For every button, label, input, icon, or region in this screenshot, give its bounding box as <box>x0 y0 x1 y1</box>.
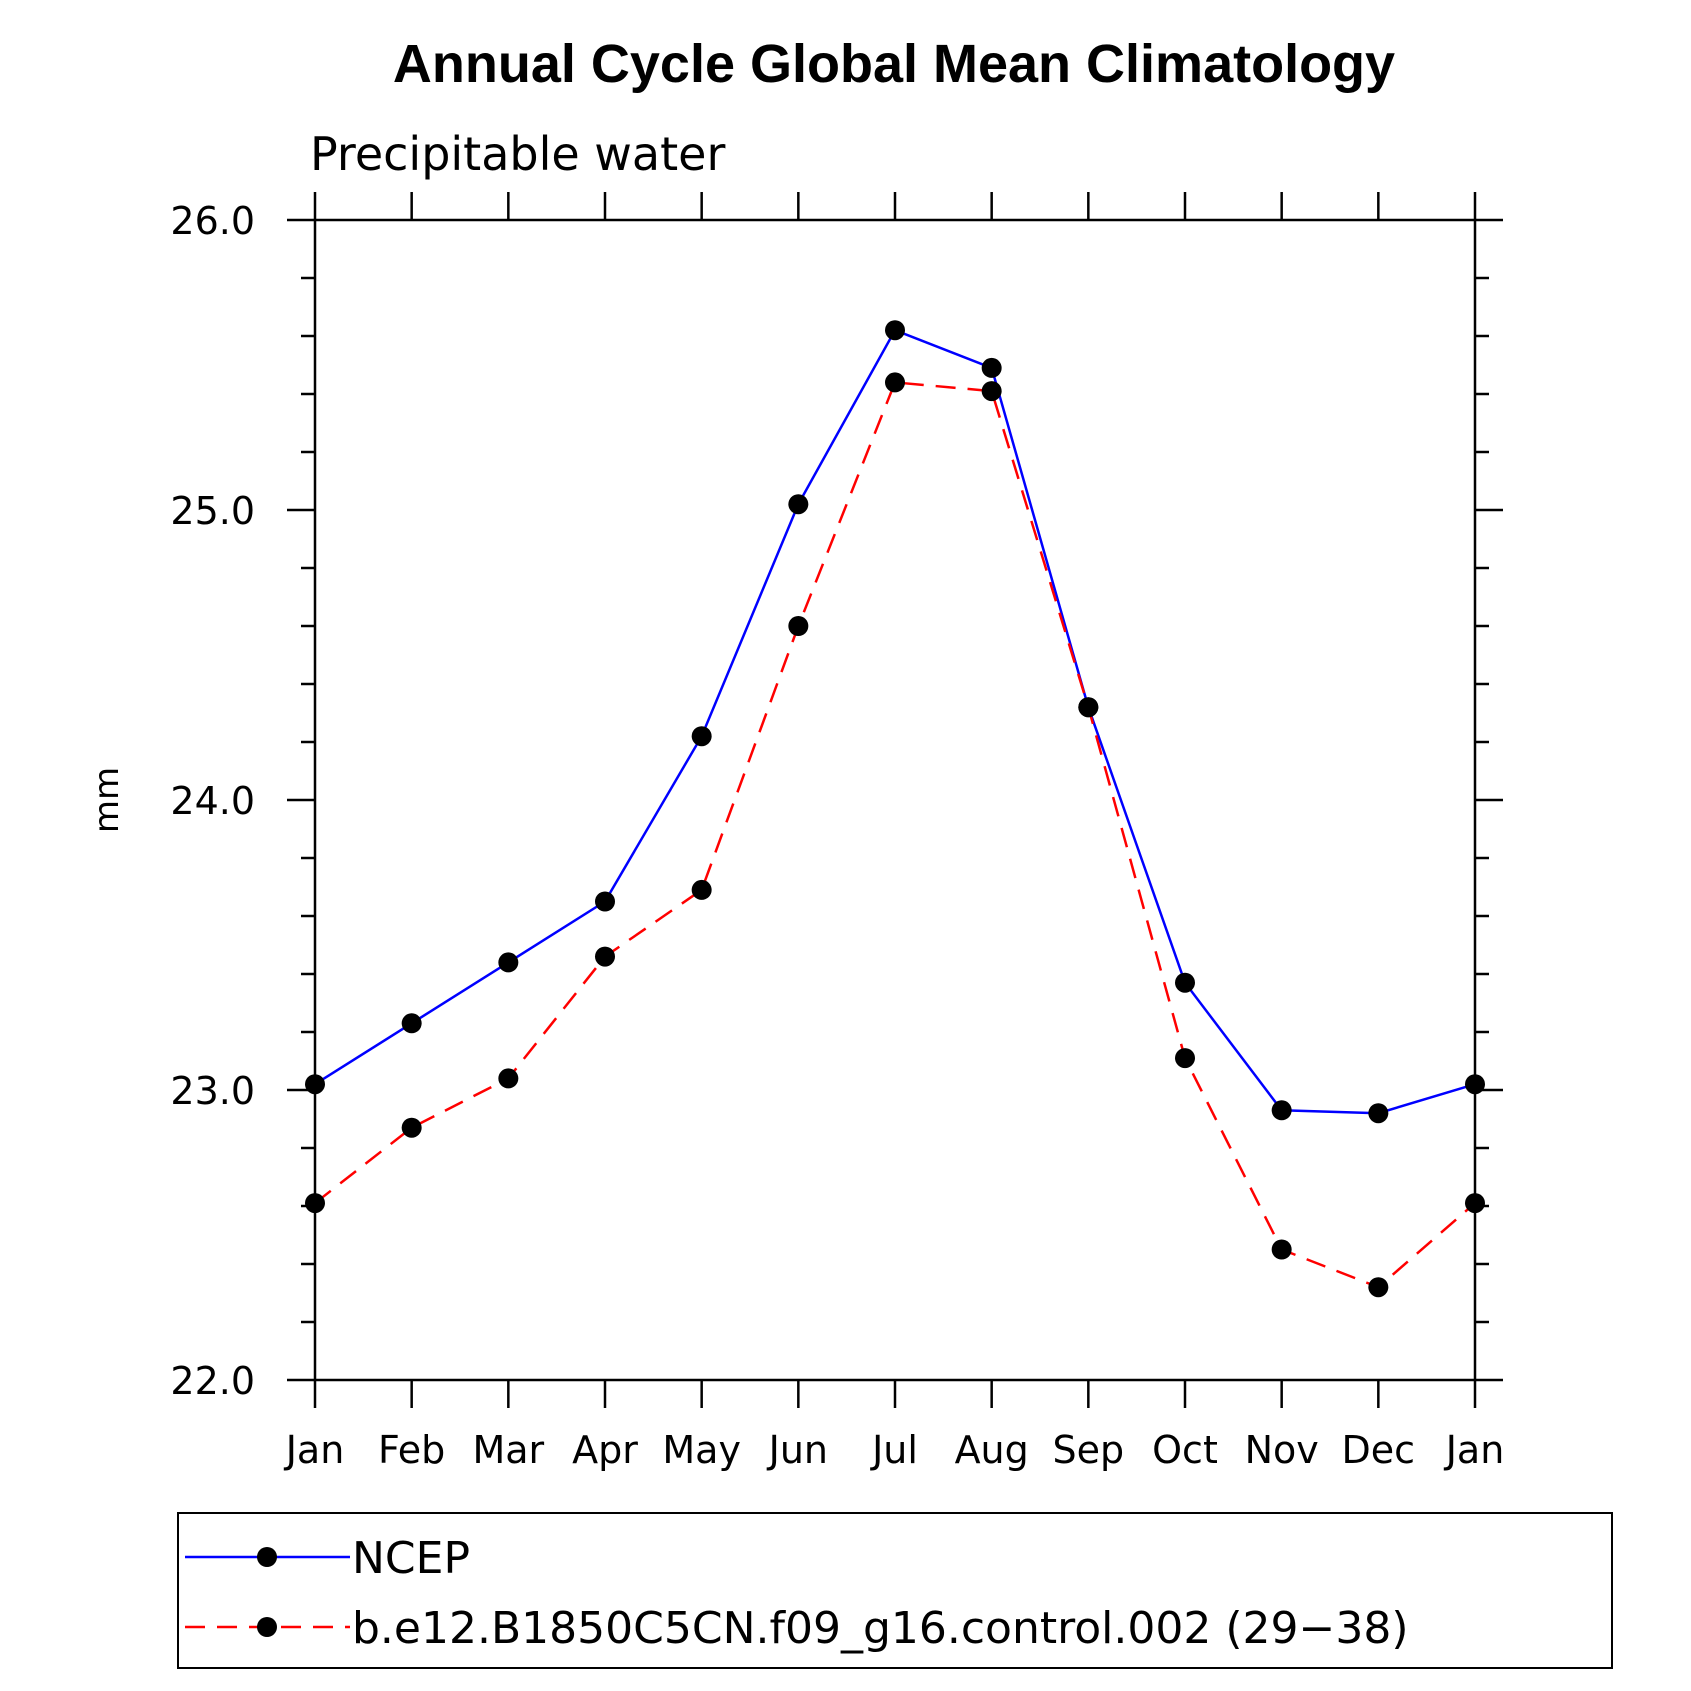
x-tick-label: May <box>662 1428 741 1472</box>
series-1-point <box>1175 1048 1195 1069</box>
chart-title: Annual Cycle Global Mean Climatology <box>393 34 1395 94</box>
x-tick-label: Mar <box>472 1428 544 1472</box>
y-tick-label: 24.0 <box>170 779 255 823</box>
series-1-point <box>1271 1239 1292 1260</box>
series-layer <box>305 320 1485 1298</box>
x-tick-label: Aug <box>955 1428 1029 1472</box>
tick-marks <box>287 192 1503 1408</box>
chart-subtitle: Precipitable water <box>310 127 725 181</box>
x-tick-label: Nov <box>1245 1428 1319 1472</box>
y-tick-label: 22.0 <box>170 1359 255 1403</box>
series-0-point <box>305 1074 325 1095</box>
series-0-point <box>1368 1103 1389 1124</box>
legend-label-model: b.e12.B1850C5CN.f09_g16.control.002 (29−… <box>352 1603 1409 1654</box>
series-1-point <box>788 616 809 636</box>
series-1-point <box>498 1068 519 1089</box>
series-1-point <box>595 946 615 967</box>
y-tick-label: 26.0 <box>170 199 255 243</box>
series-0-point <box>498 952 519 973</box>
series-1-point <box>1465 1193 1485 1214</box>
series-0-point <box>691 726 712 747</box>
y-tick-label: 25.0 <box>170 489 255 533</box>
x-tick-label: Jun <box>767 1428 828 1472</box>
x-tick-label: Dec <box>1342 1428 1416 1472</box>
series-1-point <box>885 372 905 393</box>
series-1-point <box>1368 1277 1389 1298</box>
y-tick-label: 23.0 <box>170 1069 255 1113</box>
series-0-point <box>1271 1100 1292 1121</box>
series-0-point <box>788 494 809 515</box>
series-line-0 <box>314 328 1476 1115</box>
plot-frame <box>313 218 1477 1382</box>
x-tick-label: Sep <box>1053 1428 1125 1472</box>
legend-marker-ncep <box>257 1547 277 1567</box>
x-tick-label: Oct <box>1152 1428 1218 1472</box>
series-1-point <box>305 1193 325 1214</box>
legend: NCEP b.e12.B1850C5CN.f09_g16.control.002… <box>177 1512 1613 1669</box>
x-tick-label: Feb <box>378 1428 445 1472</box>
series-1-point <box>691 879 712 900</box>
y-tick-labels: 22.0 23.0 24.0 25.0 26.0 <box>170 199 255 1403</box>
series-1-point <box>981 381 1002 402</box>
series-0-point <box>981 357 1002 378</box>
legend-frame <box>177 1512 1613 1669</box>
y-axis-label: mm <box>87 767 127 833</box>
series-line-1 <box>314 381 1476 1289</box>
series-0-point <box>1175 972 1195 993</box>
series-0-point <box>885 320 905 341</box>
series-0-point <box>1465 1074 1485 1095</box>
legend-marker-model <box>257 1617 277 1637</box>
x-tick-label: Jan <box>1444 1428 1505 1472</box>
x-tick-labels: Jan Feb Mar Apr May Jun Jul Aug Sep Oct Nov Dec Jan <box>284 1428 1505 1472</box>
series-1-point <box>401 1117 422 1138</box>
series-1-point <box>1078 697 1099 718</box>
legend-label-ncep: NCEP <box>352 1533 470 1584</box>
series-0-point <box>595 891 615 912</box>
x-tick-label: Apr <box>572 1428 638 1472</box>
x-tick-label: Jul <box>870 1428 918 1472</box>
x-tick-label: Jan <box>284 1428 345 1472</box>
series-0-point <box>401 1013 422 1034</box>
